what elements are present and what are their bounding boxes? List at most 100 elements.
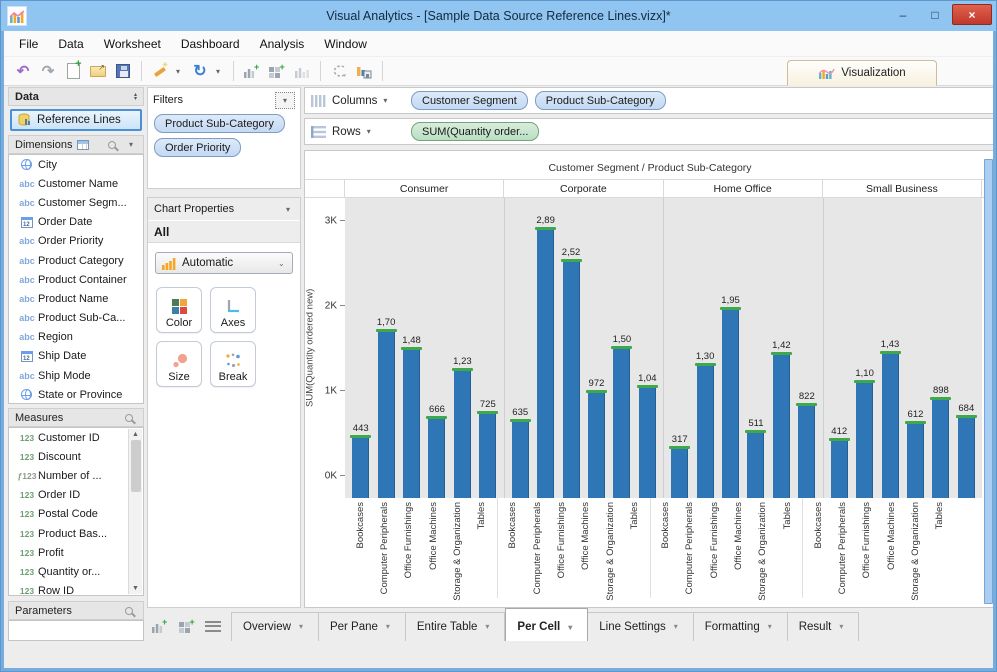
redo-icon[interactable]: ↷	[41, 63, 55, 80]
dimension-field-product-category[interactable]: abc Product Category	[9, 251, 143, 270]
rows-pill-sum-quantity-order[interactable]: SUM(Quantity order...	[411, 122, 540, 141]
dimension-field-customer-name[interactable]: abc Customer Name	[9, 174, 143, 193]
measure-field-customer-id[interactable]: 123 Customer ID	[9, 428, 143, 447]
datasource-reference-lines[interactable]: Reference Lines	[10, 109, 142, 131]
bar-small-business-office-machines[interactable]: 612	[903, 198, 928, 498]
bar-small-business-bookcases[interactable]: 412	[827, 198, 852, 498]
bar-corporate-tables[interactable]: 1,04	[635, 198, 660, 498]
sheet-tab-menu-icon[interactable]: ▾	[385, 622, 390, 631]
dimension-field-state-or-province[interactable]: State or Province	[9, 385, 143, 403]
bar-home-office-bookcases[interactable]: 317	[667, 198, 692, 498]
sheet-tab-per-pane[interactable]: Per Pane ▾	[319, 612, 406, 641]
measure-field-profit[interactable]: 123 Profit	[9, 543, 143, 562]
parameters-search-icon[interactable]	[125, 606, 133, 615]
bar-home-office-office-machines[interactable]: 511	[743, 198, 768, 498]
bar-consumer-office-machines[interactable]: 666	[424, 198, 449, 498]
minimize-button[interactable]: –	[899, 7, 907, 22]
columns-pill-customer-segment[interactable]: Customer Segment	[411, 91, 528, 110]
bar-consumer-tables[interactable]: 725	[475, 198, 500, 498]
columns-shelf-menu-icon[interactable]: ▾	[383, 96, 388, 105]
measure-field-order-id[interactable]: 123 Order ID	[9, 486, 143, 505]
measures-scrollbar[interactable]: ▲ ▼	[128, 429, 142, 594]
data-collapse-icon[interactable]: ▴ ▾	[133, 91, 137, 102]
break-button[interactable]: Break	[210, 341, 256, 387]
bar-consumer-storage-organization[interactable]: 1,23	[450, 198, 475, 498]
scroll-thumb[interactable]	[130, 440, 141, 492]
view-data-icon[interactable]	[77, 139, 90, 150]
bar-consumer-computer-peripherals[interactable]: 1,70	[373, 198, 398, 498]
menu-item-dashboard[interactable]: Dashboard	[180, 36, 240, 51]
sheet-tab-menu-icon[interactable]: ▾	[568, 622, 573, 632]
close-button[interactable]: ×	[952, 4, 992, 25]
bar-corporate-office-machines[interactable]: 972	[584, 198, 609, 498]
measure-field-number-of[interactable]: ƒ123 Number of ...	[9, 466, 143, 485]
refresh-dropdown-icon[interactable]: ▾	[216, 66, 221, 76]
filters-dropdown-button[interactable]: ▾	[275, 91, 295, 109]
sheet-tab-line-settings[interactable]: Line Settings ▾	[588, 612, 694, 641]
menu-item-analysis[interactable]: Analysis	[259, 36, 305, 51]
parameters-box[interactable]	[8, 620, 144, 641]
bar-corporate-bookcases[interactable]: 635	[508, 198, 533, 498]
tab-visualization[interactable]: Visualization	[787, 60, 937, 86]
sheet-tab-menu-icon[interactable]: ▾	[673, 622, 678, 631]
measure-field-row-id[interactable]: 123 Row ID	[9, 582, 143, 595]
mark-type-select[interactable]: Automatic ⌄	[155, 252, 293, 274]
menu-item-worksheet[interactable]: Worksheet	[103, 36, 161, 51]
bar-corporate-computer-peripherals[interactable]: 2,89	[533, 198, 558, 498]
add-chart-icon[interactable]: +	[243, 61, 261, 81]
dimension-field-city[interactable]: City	[9, 155, 143, 174]
sheet-tab-menu-icon[interactable]: ▾	[767, 622, 772, 631]
measure-field-postal-code[interactable]: 123 Postal Code	[9, 505, 143, 524]
bar-consumer-bookcases[interactable]: 443	[348, 198, 373, 498]
sheet-tab-menu-icon[interactable]: ▾	[485, 622, 490, 631]
filter-pill-order-priority[interactable]: Order Priority	[154, 138, 242, 157]
bar-home-office-tables[interactable]: 822	[794, 198, 819, 498]
bar-small-business-office-furnishings[interactable]: 1,43	[877, 198, 902, 498]
sheet-list-icon[interactable]	[205, 620, 221, 632]
undo-icon[interactable]: ↶	[16, 63, 30, 80]
save-icon[interactable]	[114, 61, 132, 81]
menu-item-data[interactable]: Data	[58, 36, 84, 51]
bar-small-business-computer-peripherals[interactable]: 1,10	[852, 198, 877, 498]
bar-consumer-office-furnishings[interactable]: 1,48	[399, 198, 424, 498]
bar-small-business-tables[interactable]: 684	[954, 198, 979, 498]
filter-pill-product-sub-category[interactable]: Product Sub-Category	[154, 114, 285, 133]
new-dashboard-icon[interactable]: +	[178, 616, 196, 636]
refresh-icon[interactable]: ↻	[193, 63, 207, 80]
measures-search-icon[interactable]	[125, 413, 133, 422]
sheet-tab-menu-icon[interactable]: ▾	[298, 622, 303, 631]
measure-field-discount[interactable]: 123 Discount	[9, 447, 143, 466]
bar-home-office-storage-organization[interactable]: 1,42	[769, 198, 794, 498]
bar-home-office-office-furnishings[interactable]: 1,95	[718, 198, 743, 498]
axes-button[interactable]: Axes	[210, 287, 256, 333]
dimension-field-ship-date[interactable]: Ship Date	[9, 347, 143, 366]
dimension-field-order-date[interactable]: Order Date	[9, 213, 143, 232]
measure-field-product-bas[interactable]: 123 Product Bas...	[9, 524, 143, 543]
dimension-field-product-container[interactable]: abc Product Container	[9, 270, 143, 289]
sheet-tab-result[interactable]: Result ▾	[788, 612, 860, 641]
size-button[interactable]: Size	[156, 341, 202, 387]
bar-corporate-office-furnishings[interactable]: 2,52	[558, 198, 583, 498]
export-chart-icon[interactable]	[355, 61, 373, 81]
measure-field-quantity-or[interactable]: 123 Quantity or...	[9, 562, 143, 581]
dimensions-menu-icon[interactable]: ▾	[129, 140, 134, 149]
columns-pill-product-sub-category[interactable]: Product Sub-Category	[534, 91, 666, 110]
chart-properties-collapse-icon[interactable]: ▾	[286, 204, 291, 214]
dimensions-search-icon[interactable]	[108, 140, 116, 149]
dimension-field-product-name[interactable]: abc Product Name	[9, 289, 143, 308]
dimension-field-region[interactable]: abc Region	[9, 328, 143, 347]
chart-vertical-scrollbar[interactable]	[984, 159, 993, 604]
wizard-icon[interactable]	[151, 61, 169, 81]
bar-home-office-computer-peripherals[interactable]: 1,30	[692, 198, 717, 498]
sheet-tab-entire-table[interactable]: Entire Table ▾	[406, 612, 506, 641]
color-button[interactable]: Color	[156, 287, 202, 333]
menu-item-file[interactable]: File	[19, 36, 39, 51]
new-file-icon[interactable]	[64, 58, 82, 81]
menu-item-window[interactable]: Window	[324, 36, 367, 51]
sheet-tab-formatting[interactable]: Formatting ▾	[694, 612, 788, 641]
new-visualization-icon[interactable]: +	[151, 616, 169, 636]
open-file-icon[interactable]	[89, 61, 107, 81]
maximize-button[interactable]: □	[931, 7, 939, 22]
dimension-field-order-priority[interactable]: abc Order Priority	[9, 232, 143, 251]
dimension-field-ship-mode[interactable]: abc Ship Mode	[9, 366, 143, 385]
